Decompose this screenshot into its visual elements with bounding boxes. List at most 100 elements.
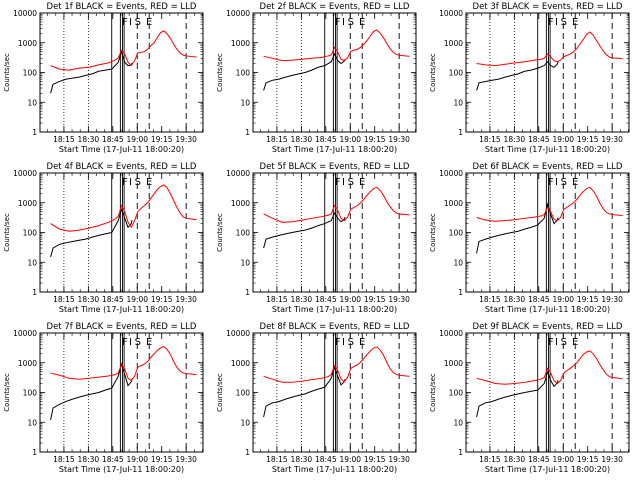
- y-tick-label: 100: [236, 389, 251, 398]
- series-lld-line: [476, 31, 623, 67]
- panel-det-9: Det 9f BLACK = Events, RED = LLD 1 10 100 10…: [429, 322, 630, 474]
- x-tick-label: 18:30: [291, 135, 313, 144]
- panel-title: Det 8f BLACK = Events, RED = LLD: [260, 322, 410, 332]
- y-axis-label: Counts/sec: [429, 53, 437, 92]
- x-axis-label: Start Time (17-Jul-11 18:00:20): [485, 465, 610, 474]
- x-tick-label: 18:45: [102, 135, 124, 144]
- panel-det-6: Det 6f BLACK = Events, RED = LLD 1 10 100 10…: [429, 162, 630, 314]
- x-axis-label: Start Time (17-Jul-11 18:00:20): [59, 465, 184, 474]
- y-tick-label: 1000: [18, 39, 37, 48]
- x-tick-label: 18:45: [315, 135, 337, 144]
- y-tick-label: 10: [27, 98, 37, 107]
- x-tick-label: 18:45: [528, 455, 550, 464]
- y-tick-label: 10000: [13, 169, 37, 178]
- y-tick-label: 1: [245, 128, 250, 137]
- panel-det-5: Det 5f BLACK = Events, RED = LLD 1 10 100 10…: [216, 162, 417, 314]
- interval-letter-s: S: [561, 17, 567, 28]
- x-axis-label: Start Time (17-Jul-11 18:00:20): [59, 305, 184, 314]
- x-tick-label: 19:00: [126, 135, 148, 144]
- y-axis-label: Counts/sec: [429, 373, 437, 412]
- x-tick-label: 18:15: [479, 455, 501, 464]
- y-axis-label: Counts/sec: [3, 53, 11, 92]
- panel-det-8: Det 8f BLACK = Events, RED = LLD 1 10 100 10…: [216, 322, 417, 474]
- interval-letter-i: I: [555, 337, 558, 348]
- x-tick-label: 18:30: [291, 295, 313, 304]
- interval-letter-f: F: [335, 17, 341, 28]
- y-tick-label: 1: [245, 288, 250, 297]
- x-tick-label: 19:15: [577, 295, 599, 304]
- y-tick-label: 10: [453, 418, 463, 427]
- interval-letter-e: E: [146, 337, 152, 348]
- interval-letter-e: E: [359, 337, 365, 348]
- panel-det-7: Det 7f BLACK = Events, RED = LLD 1 10 100 10…: [3, 322, 204, 474]
- x-tick-label: 19:15: [364, 295, 386, 304]
- y-tick-label: 10000: [439, 169, 463, 178]
- y-tick-label: 10000: [439, 329, 463, 338]
- x-tick-label: 19:30: [601, 135, 623, 144]
- interval-letter-f: F: [122, 17, 128, 28]
- interval-letter-i: I: [129, 337, 132, 348]
- x-tick-label: 19:15: [151, 135, 173, 144]
- x-tick-label: 19:00: [552, 455, 574, 464]
- y-tick-label: 10: [453, 98, 463, 107]
- y-tick-label: 100: [23, 69, 38, 78]
- axes-frame: [465, 172, 630, 293]
- series-events-line: [263, 365, 346, 418]
- x-axis-label: Start Time (17-Jul-11 18:00:20): [272, 465, 397, 474]
- interval-letter-i: I: [342, 17, 345, 28]
- interval-letter-f: F: [548, 337, 554, 348]
- x-axis-label: Start Time (17-Jul-11 18:00:20): [272, 145, 397, 154]
- axes-frame: [39, 12, 204, 133]
- x-tick-label: 19:00: [339, 455, 361, 464]
- y-tick-label: 10: [240, 98, 250, 107]
- interval-letter-s: S: [135, 337, 141, 348]
- interval-letter-s: S: [561, 337, 567, 348]
- x-tick-label: 19:00: [552, 295, 574, 304]
- y-axis-label: Counts/sec: [216, 373, 224, 412]
- interval-letter-e: E: [572, 17, 578, 28]
- x-tick-label: 18:45: [528, 295, 550, 304]
- x-tick-label: 18:15: [53, 455, 75, 464]
- y-tick-label: 10: [240, 258, 250, 267]
- x-tick-label: 18:45: [528, 135, 550, 144]
- series-events-line: [50, 207, 133, 258]
- y-tick-label: 100: [236, 229, 251, 238]
- x-tick-label: 19:00: [339, 295, 361, 304]
- x-tick-label: 19:00: [126, 455, 148, 464]
- x-tick-label: 19:30: [601, 295, 623, 304]
- y-tick-label: 1000: [231, 359, 250, 368]
- x-tick-label: 18:30: [78, 295, 100, 304]
- y-tick-label: 1: [32, 288, 37, 297]
- interval-letter-s: S: [135, 177, 141, 188]
- x-tick-label: 19:30: [388, 455, 410, 464]
- series-lld-line: [476, 350, 623, 385]
- x-tick-label: 19:15: [577, 135, 599, 144]
- x-tick-label: 18:30: [504, 295, 526, 304]
- panel-det-4: Det 4f BLACK = Events, RED = LLD 1 10 100 10…: [3, 162, 204, 314]
- series-lld-line: [50, 345, 197, 382]
- x-tick-label: 19:30: [175, 455, 197, 464]
- panel-title: Det 4f BLACK = Events, RED = LLD: [47, 162, 197, 172]
- y-tick-label: 1000: [18, 199, 37, 208]
- x-tick-label: 18:45: [102, 295, 124, 304]
- series-events-line: [50, 362, 133, 420]
- interval-letter-f: F: [548, 17, 554, 28]
- interval-letter-i: I: [129, 17, 132, 28]
- x-tick-label: 19:30: [175, 135, 197, 144]
- panel-title: Det 9f BLACK = Events, RED = LLD: [473, 322, 623, 332]
- x-tick-label: 19:00: [339, 135, 361, 144]
- x-tick-label: 18:15: [266, 295, 288, 304]
- interval-letter-s: S: [135, 17, 141, 28]
- interval-letter-i: I: [555, 17, 558, 28]
- series-events-line: [263, 52, 346, 91]
- x-tick-label: 18:45: [315, 295, 337, 304]
- y-tick-label: 100: [23, 229, 38, 238]
- axes-frame: [252, 12, 417, 133]
- x-tick-label: 19:15: [364, 135, 386, 144]
- x-tick-label: 18:30: [78, 135, 100, 144]
- series-events-line: [476, 370, 559, 418]
- y-tick-label: 10000: [226, 329, 250, 338]
- y-tick-label: 1000: [231, 39, 250, 48]
- series-lld-line: [50, 184, 197, 232]
- series-events-line: [263, 211, 346, 249]
